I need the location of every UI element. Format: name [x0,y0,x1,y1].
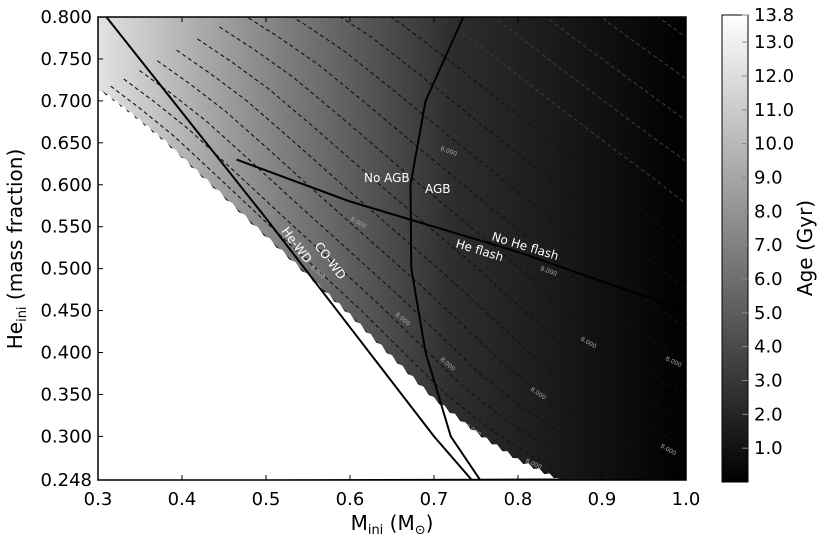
colorbar-tick-label: 2.0 [754,404,783,425]
colorbar-tick-label: 4.0 [754,337,783,358]
y-tick-label: 0.450 [40,301,92,322]
contour-line [339,17,686,291]
contour-line [440,17,686,205]
colorbar-tick-label: 11.0 [754,100,794,121]
heat-fill [98,17,686,480]
colorbar-tick-label: 8.0 [754,201,783,222]
contour-line [176,49,672,440]
x-axis-label: Mini (M⊙) [351,511,434,538]
colorbar-tick-label: 3.0 [754,370,783,391]
y-tick-label: 0.300 [40,426,92,447]
x-tick-label: 0.5 [252,489,281,510]
y-tick-label: 0.700 [40,91,92,112]
colorbar-tick-label: 10.0 [754,134,794,155]
annotation-no-agb: No AGB [364,171,410,185]
colorbar-tick-label: 9.0 [754,167,783,188]
y-tick-label: 0.650 [40,133,92,154]
y-tick-label: 0.350 [40,384,92,405]
contour-line [123,78,593,469]
age-limit-region [98,90,560,480]
x-tick-label: 0.3 [84,489,113,510]
x-tick-label: 1.0 [672,489,701,510]
he-co-wd-boundary-line [105,17,473,480]
colorbar-tick-label: 1.0 [754,438,783,459]
y-tick-label: 0.500 [40,259,92,280]
contour-lines [110,17,686,476]
annotation-agb: AGB [425,182,451,196]
contour-line [245,17,686,364]
y-tick-label: 0.400 [40,343,92,364]
colorbar-tick-label: 7.0 [754,235,783,256]
colorbar-tick-label: 13.0 [754,32,794,53]
y-tick-label: 0.248 [40,470,92,491]
colorbar-tick-label: 12.0 [754,66,794,87]
y-tick-label: 0.800 [40,7,92,28]
x-tick-label: 0.6 [336,489,365,510]
y-tick-label: 0.550 [40,217,92,238]
x-tick-label: 0.7 [420,489,449,510]
contour-line [139,69,617,461]
he-flash-boundary-line [236,158,686,312]
colorbar [721,14,749,483]
y-axis-ticks: 0.248 0.300 0.350 0.400 0.450 0.500 0.550 0.600… [40,7,686,491]
colorbar-ticks: 1.0 2.0 3.0 4.0 5.0 6.0 7.0 8.0 9.0 10.0 11.0 12.0 1… [742,5,794,459]
colorbar-label: Age (Gyr) [793,200,817,296]
y-tick-label: 0.750 [40,49,92,70]
y-tick-label: 0.600 [40,175,92,196]
colorbar-tick-label: 6.0 [754,269,783,290]
colorbar-tick-label: 5.0 [754,303,783,324]
plot-frame [97,16,687,481]
colorbar-tick-label: 13.8 [754,5,794,26]
contour-line [291,17,686,329]
y-axis-label: Heini (mass fraction) [3,149,30,350]
agb-boundary-line [409,17,482,480]
contour-line [197,38,686,422]
x-tick-label: 0.9 [588,489,617,510]
contour-line [156,60,643,451]
contour-line [110,85,573,476]
x-tick-label: 0.4 [168,489,197,510]
x-tick-label: 0.8 [504,489,533,510]
contour-line [491,17,686,163]
x-axis-ticks: 0.3 0.4 0.5 0.6 0.7 0.8 0.9 1.0 [84,17,701,510]
